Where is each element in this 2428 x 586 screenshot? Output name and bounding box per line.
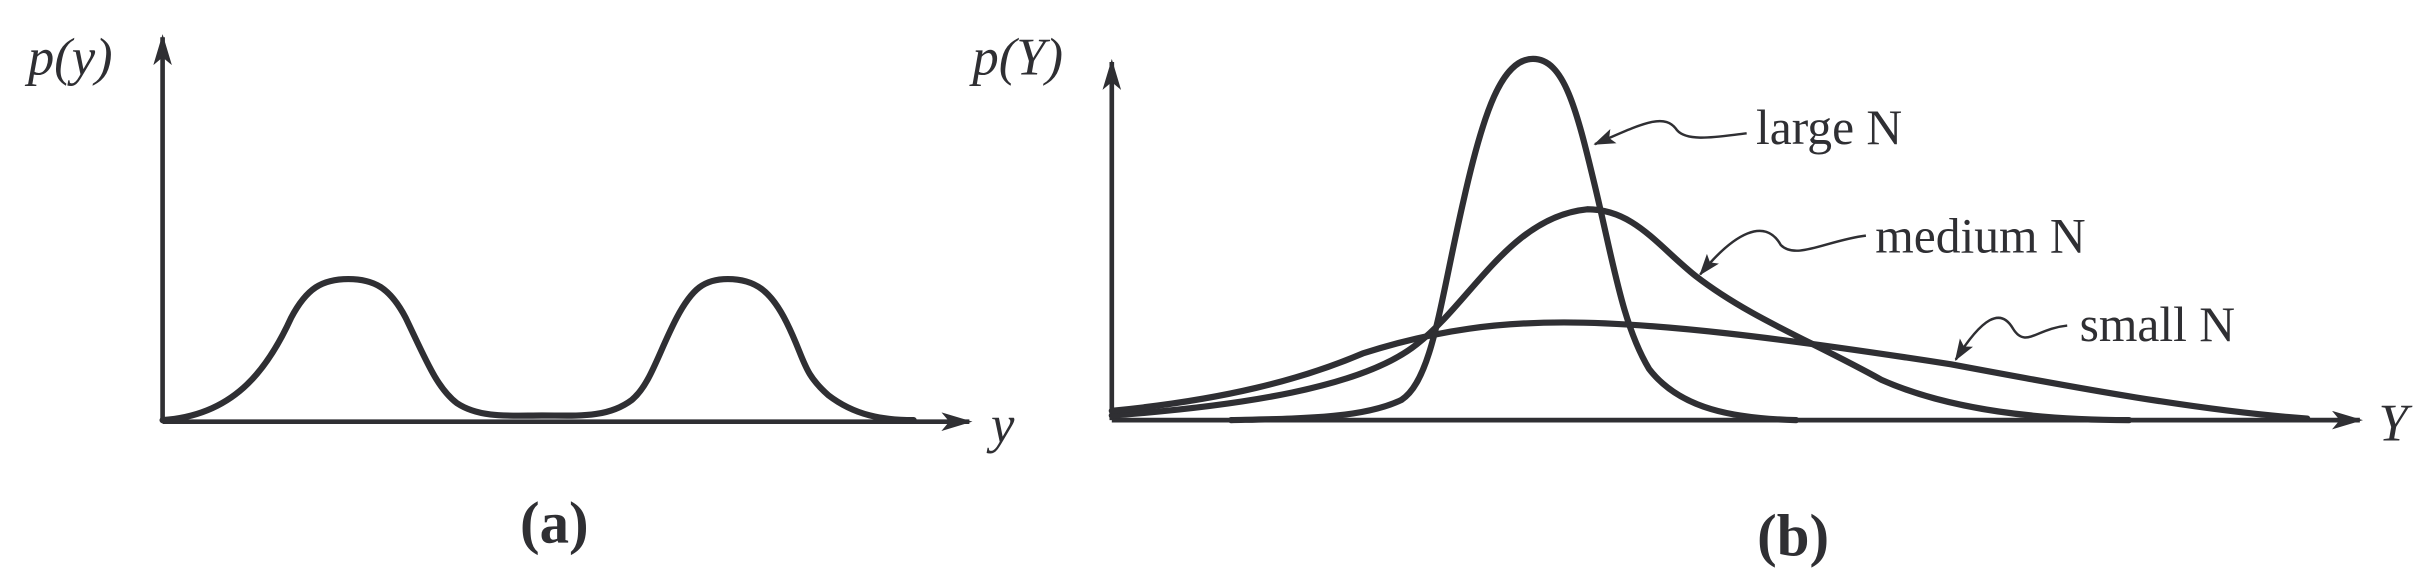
bimodal-curve [159,275,917,424]
leader [1954,316,2068,361]
curve-label: small N [2080,297,2235,352]
x-axis-label: y [986,396,1015,454]
leader [1593,119,1747,146]
y-axis-label: p(Y) [968,28,1063,86]
small-n-curve [1108,319,2311,422]
curve-label: medium N [1875,209,2086,264]
caption: (b) [1757,503,1829,568]
panel-a: p(y) y (a) [24,28,1015,555]
leader [1699,229,1867,276]
x-axis-label: Y [2378,394,2412,452]
large-n-curve [1227,55,1800,424]
panel-b: large N medium N small N p(Y) Y (b) [968,28,2412,568]
caption: (a) [520,491,589,556]
y-axis-label: p(y) [24,28,113,86]
curve-label: large N [1756,100,1902,155]
medium-n-curve [1108,206,2133,424]
